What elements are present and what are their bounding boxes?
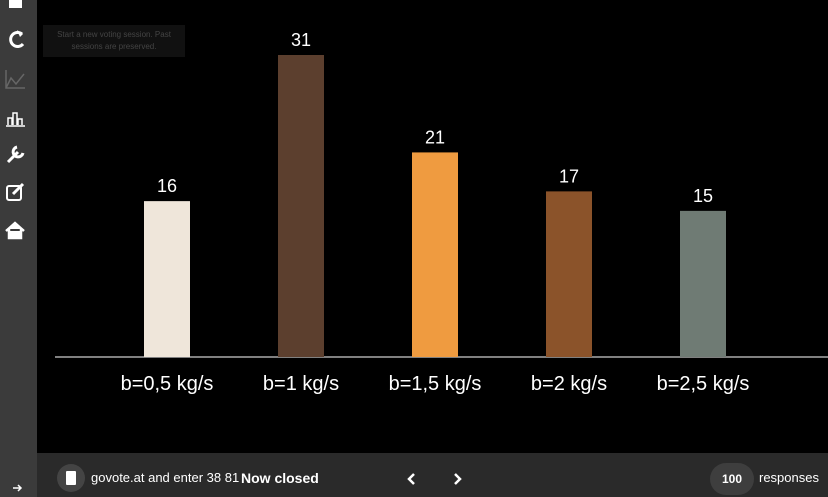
icon-expand[interactable] — [13, 484, 23, 492]
category-label: b=0,5 kg/s — [121, 373, 214, 395]
prev-button[interactable] — [407, 473, 415, 485]
bar — [546, 191, 592, 357]
responses-label: responses — [759, 470, 819, 485]
join-text: govote.at and enter 38 81 — [91, 470, 240, 485]
bar — [680, 210, 726, 357]
category-label: b=1 kg/s — [263, 373, 339, 395]
icon-settings[interactable] — [6, 145, 25, 164]
sidebar — [0, 0, 37, 497]
status: Now closed — [241, 470, 319, 486]
value-label: 15 — [693, 186, 713, 206]
navigation — [407, 473, 462, 485]
icon-reload-arrow — [17, 30, 23, 37]
value-label: 16 — [157, 176, 177, 196]
category-label: b=2 kg/s — [531, 373, 607, 395]
icon-edit-pen — [11, 182, 25, 196]
responses-count: 100 — [710, 463, 754, 495]
icon-edit[interactable] — [6, 185, 22, 201]
next-button[interactable] — [454, 473, 462, 485]
icon-line-chart[interactable] — [5, 70, 25, 89]
value-label: 21 — [425, 127, 445, 147]
icon-session[interactable] — [9, 0, 22, 8]
tooltip: Start a new voting session. Past session… — [43, 25, 185, 57]
bar — [412, 152, 458, 357]
bar — [278, 55, 324, 357]
icon-bar-chart[interactable] — [6, 112, 25, 127]
value-label: 31 — [291, 30, 311, 50]
icon-home[interactable] — [5, 221, 25, 240]
chart: b=0,5 kg/s 16 b=1 kg/s 31 b=1,5 kg/s 21 b=2 kg… — [55, 30, 828, 395]
phone-icon — [57, 464, 85, 492]
value-label: 17 — [559, 166, 579, 186]
footer: govote.at and enter 38 81 Now closed 100… — [37, 453, 828, 497]
category-label: b=2,5 kg/s — [657, 373, 750, 395]
bar — [144, 201, 190, 357]
category-label: b=1,5 kg/s — [389, 373, 482, 395]
